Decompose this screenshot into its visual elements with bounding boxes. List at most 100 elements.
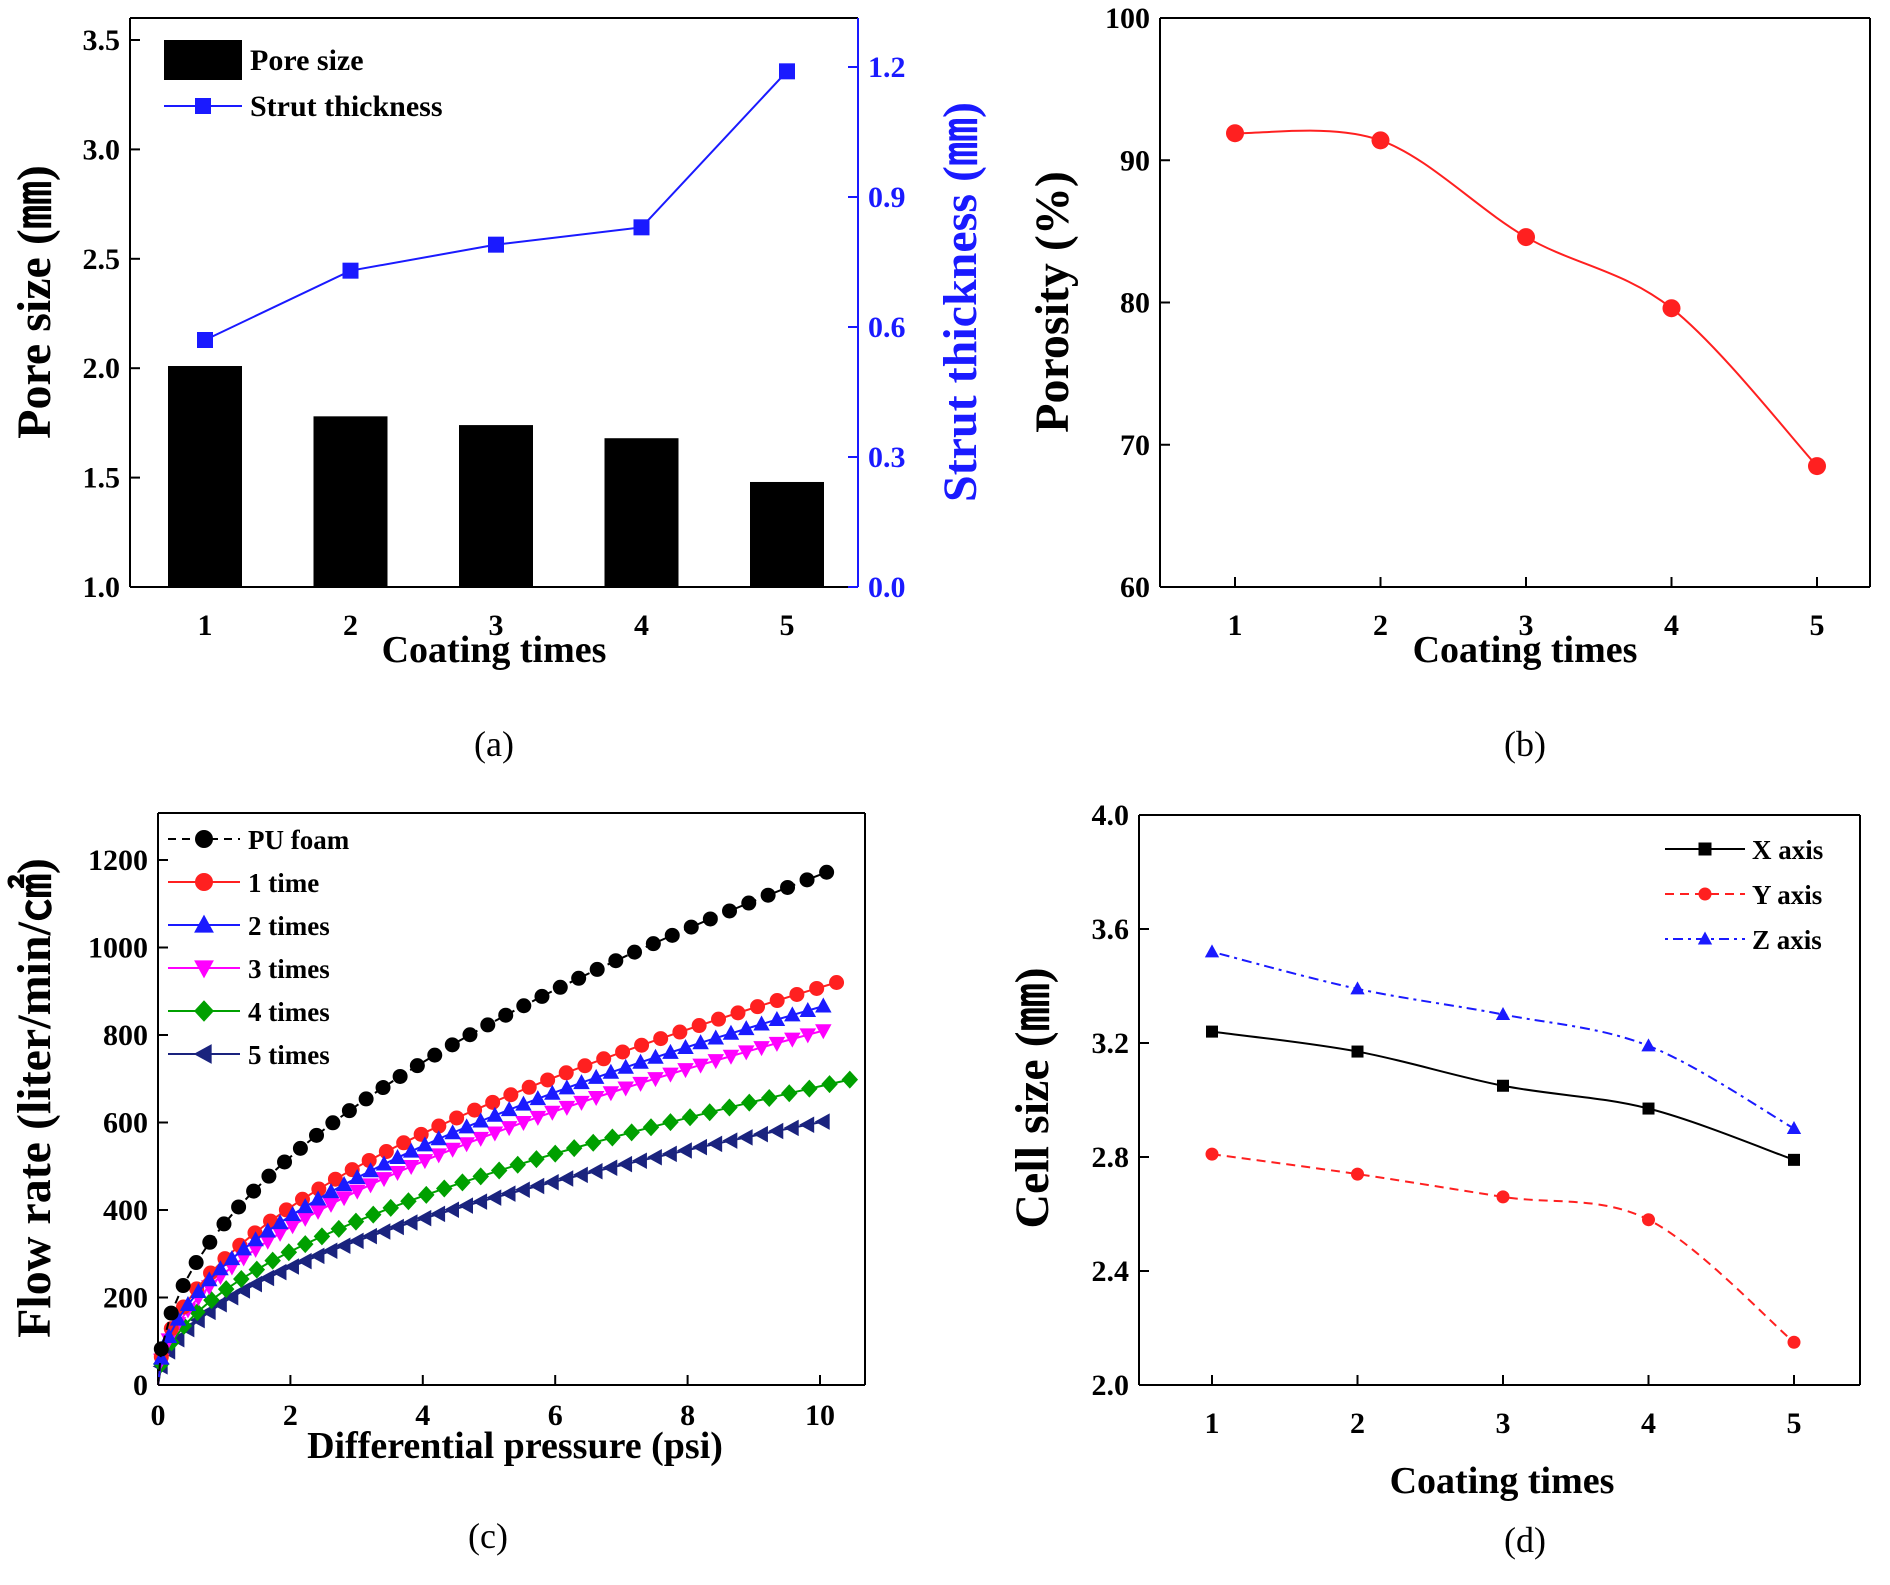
d-point-y-axis bbox=[1642, 1213, 1655, 1227]
a-point-strut-thickness bbox=[342, 262, 359, 279]
d-point-x-axis bbox=[1642, 1102, 1655, 1115]
c-point-2-times bbox=[815, 997, 832, 1013]
c-point-pu-foam bbox=[534, 988, 550, 1004]
c-point-pu-foam bbox=[409, 1058, 425, 1074]
c-point-pu-foam bbox=[325, 1115, 341, 1131]
c-point-1-time bbox=[558, 1065, 574, 1081]
c-point-4-times bbox=[642, 1118, 660, 1137]
c-point-5-times bbox=[402, 1214, 418, 1231]
d-point-y-axis bbox=[1787, 1335, 1801, 1349]
c-point-5-times bbox=[617, 1155, 633, 1173]
c-ytick-label: 600 bbox=[103, 1107, 148, 1140]
c-point-2-times bbox=[617, 1058, 634, 1074]
c-point-3-times bbox=[362, 1178, 379, 1194]
c-point-3-times bbox=[349, 1184, 366, 1200]
c-point-pu-foam bbox=[358, 1091, 374, 1107]
c-point-3-times bbox=[558, 1100, 576, 1116]
c-point-4-times bbox=[400, 1192, 417, 1211]
b-xtick-label: 1 bbox=[1228, 609, 1243, 642]
c-point-1-time bbox=[634, 1037, 650, 1053]
c-point-5-times bbox=[661, 1145, 677, 1163]
c-point-5-times bbox=[361, 1227, 377, 1245]
c-point-pu-foam bbox=[375, 1080, 391, 1096]
d-x-axis-title: Coating times bbox=[1390, 1460, 1615, 1502]
c-point-pu-foam bbox=[392, 1068, 408, 1084]
c-point-5-times bbox=[283, 1258, 299, 1275]
c-point-3-times bbox=[768, 1036, 786, 1052]
c-point-4-times bbox=[248, 1260, 266, 1279]
c-point-2-times bbox=[647, 1048, 664, 1064]
a-y2tick-label: 0.3 bbox=[868, 441, 906, 474]
c-point-3-times bbox=[389, 1165, 406, 1181]
c-legend-label: PU foam bbox=[248, 825, 350, 855]
c-point-5-times bbox=[322, 1242, 338, 1259]
c-xtick-label: 0 bbox=[151, 1399, 166, 1432]
c-point-4-times bbox=[472, 1167, 489, 1186]
c-point-4-times bbox=[203, 1291, 220, 1310]
c-point-4-times bbox=[217, 1280, 235, 1299]
d-line-x-axis bbox=[1211, 1030, 1795, 1161]
d-y-axis-title: Cell size (㎜) bbox=[1006, 967, 1059, 1228]
c-point-1-time bbox=[311, 1181, 327, 1197]
a-xtick-label: 2 bbox=[343, 609, 358, 642]
c-point-2-times bbox=[753, 1015, 770, 1031]
c-point-2-times bbox=[430, 1130, 447, 1146]
c-panel-label: (c) bbox=[468, 1516, 508, 1556]
c-point-3-times bbox=[692, 1058, 709, 1074]
c-point-3-times bbox=[632, 1076, 649, 1092]
c-point-pu-foam bbox=[444, 1037, 460, 1053]
d-point-x-axis bbox=[1788, 1153, 1800, 1166]
d-ytick-label: 2.0 bbox=[1092, 1369, 1130, 1402]
c-point-4-times bbox=[780, 1084, 798, 1103]
c-xtick-label: 2 bbox=[283, 1399, 298, 1432]
c-point-2-times bbox=[271, 1214, 289, 1230]
c-point-2-times bbox=[692, 1034, 709, 1050]
a-legend-marker-strut bbox=[195, 98, 211, 114]
c-point-1-time bbox=[577, 1058, 593, 1074]
c-point-4-times bbox=[436, 1179, 453, 1198]
b-panel-label: (b) bbox=[1504, 724, 1546, 764]
c-point-pu-foam bbox=[741, 895, 757, 911]
c-point-3-times bbox=[309, 1204, 327, 1220]
b-line-porosity bbox=[1234, 129, 1818, 467]
c-point-2-times bbox=[662, 1043, 679, 1059]
c-point-5-times bbox=[783, 1119, 799, 1137]
c-point-pu-foam bbox=[188, 1255, 204, 1271]
b-ytick-label: 70 bbox=[1120, 429, 1150, 462]
c-point-pu-foam bbox=[427, 1047, 443, 1063]
panel-b: 60 70 80 90 100 1 2 3 4 5 Coating times Porosity (%… bbox=[1026, 2, 1871, 764]
c-point-1-time bbox=[809, 980, 825, 996]
c-legend-marker bbox=[193, 1044, 212, 1064]
b-xtick-label: 3 bbox=[1519, 609, 1534, 642]
c-point-2-times bbox=[677, 1039, 694, 1055]
c-point-4-times bbox=[623, 1123, 640, 1142]
c-point-3-times bbox=[375, 1172, 393, 1188]
c-point-5-times bbox=[296, 1252, 312, 1270]
b-xtick-label: 4 bbox=[1664, 609, 1679, 642]
panel-c: 0 200 400 600 800 1000 1200 0 2 4 6 8 10 PU foam 1 tim… bbox=[7, 812, 866, 1556]
c-point-pu-foam bbox=[780, 879, 796, 895]
c-point-5-times bbox=[235, 1282, 251, 1299]
a-ytick-label: 1.5 bbox=[83, 462, 121, 495]
d-point-z-axis bbox=[1786, 1121, 1802, 1135]
c-point-3-times bbox=[587, 1091, 605, 1107]
c-point-3-times bbox=[247, 1242, 264, 1258]
d-ytick-label: 3.2 bbox=[1092, 1027, 1130, 1060]
d-xtick-label: 4 bbox=[1641, 1407, 1656, 1440]
c-point-3-times bbox=[271, 1226, 289, 1242]
c-point-pu-foam bbox=[608, 953, 624, 969]
b-point-porosity bbox=[1662, 299, 1681, 318]
a-y-axis-title: Pore size (㎜) bbox=[8, 165, 61, 439]
c-point-2-times bbox=[500, 1101, 518, 1117]
c-point-4-times bbox=[565, 1139, 583, 1158]
c-point-1-time bbox=[789, 986, 805, 1002]
c-point-pu-foam bbox=[480, 1017, 496, 1033]
c-point-2-times bbox=[402, 1142, 420, 1158]
d-point-y-axis bbox=[1205, 1147, 1219, 1161]
c-line-3-times bbox=[157, 1029, 824, 1386]
c-point-pu-foam bbox=[341, 1103, 357, 1119]
d-legend-label: Z axis bbox=[1752, 925, 1822, 955]
c-point-1-time bbox=[361, 1152, 377, 1168]
a-xtick-label: 1 bbox=[198, 609, 213, 642]
a-bar-pore-size bbox=[604, 438, 679, 587]
